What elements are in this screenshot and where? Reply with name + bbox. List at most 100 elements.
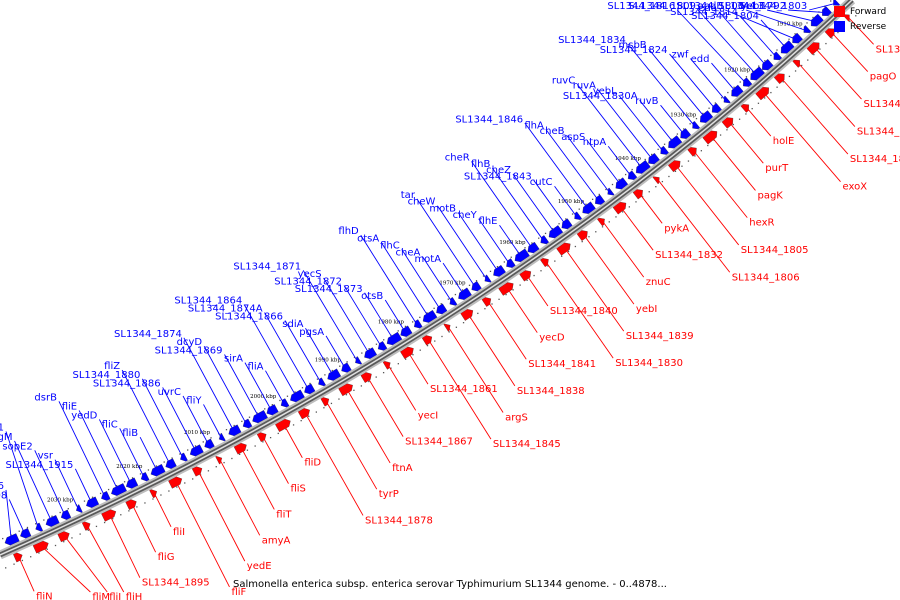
forward-gene-arrow: [556, 242, 571, 256]
genome-caption: Salmonella enterica subsp. enterica sero…: [233, 579, 667, 590]
guide-dot: [757, 102, 760, 104]
legend-forward-label: Forward: [850, 6, 887, 17]
guide-dot: [855, 15, 857, 17]
guide-dot: [635, 201, 637, 203]
guide-dot: [5, 567, 7, 569]
guide-dot: [54, 544, 57, 547]
gene-leader-line: [302, 270, 358, 362]
gene-label: holE: [773, 136, 795, 147]
guide-dot: [770, 54, 772, 57]
forward-gene-arrow: [382, 361, 391, 370]
gene-leader-line: [725, 9, 797, 40]
gene-label: dsrB: [34, 392, 57, 403]
guide-dot: [702, 112, 704, 115]
guide-dot: [301, 387, 304, 389]
gene-label: fliG: [158, 552, 175, 563]
guide-dot: [87, 529, 89, 531]
guide-dot: [412, 354, 414, 356]
guide-dot: [661, 180, 664, 183]
gene-label: flhD: [338, 226, 359, 237]
guide-dot: [160, 494, 162, 496]
reverse-gene-arrow: [692, 120, 701, 130]
reverse-gene-arrow: [484, 274, 492, 283]
gene-leader-line: [487, 300, 527, 360]
guide-dot: [99, 492, 102, 495]
gene-leader-line: [224, 354, 260, 418]
gene-label: SL1344_1805: [741, 245, 809, 256]
guide-dot: [264, 408, 266, 410]
guide-dot: [120, 514, 122, 516]
gene-label: ruvC: [552, 75, 575, 86]
gene-leader-line: [710, 135, 756, 191]
guide-dot: [71, 537, 73, 539]
gene-label: SL1344_1845: [493, 439, 561, 450]
gene-leader-line: [620, 206, 654, 251]
gene-label: fliH: [126, 592, 143, 600]
gene-label: cheR: [445, 153, 470, 164]
gene-leader-line: [533, 180, 567, 226]
legend-reverse: Reverse: [834, 21, 896, 32]
guide-dot: [776, 49, 778, 51]
gene-label: purT: [765, 163, 789, 174]
guide-dot: [38, 552, 40, 554]
guide-dot: [360, 385, 363, 387]
guide-dot: [426, 312, 428, 314]
guide-dot: [397, 363, 399, 365]
guide-dot: [269, 436, 272, 439]
guide-dot: [346, 361, 348, 363]
guide-dot: [745, 113, 747, 115]
gene-label: otsA: [357, 233, 379, 244]
gene-label: fliI: [173, 527, 185, 538]
gene-label: SL1344_1872: [274, 276, 342, 287]
guide-dot: [271, 404, 273, 406]
guide-dot: [574, 245, 577, 248]
guide-dot: [676, 133, 679, 135]
gene-leader-line: [766, 9, 816, 22]
reverse-gene-arrow: [607, 187, 615, 196]
gene-leader-line: [780, 77, 849, 155]
guide-dot: [239, 453, 241, 456]
guide-dot: [171, 457, 173, 459]
gene-label: yedE: [247, 561, 272, 572]
guide-dot: [644, 158, 646, 161]
reverse-gene-arrow: [228, 424, 242, 437]
gene-label: exoX: [843, 182, 868, 193]
gene-label: tar: [401, 190, 416, 201]
gene-leader-line: [601, 220, 645, 278]
gene-leader-line: [139, 436, 158, 472]
guide-dot: [565, 218, 567, 220]
guide-dot: [30, 556, 32, 558]
guide-dot: [131, 477, 134, 479]
guide-dot: [339, 365, 341, 367]
gene-leader-line: [788, 9, 826, 13]
gene-label: fliD: [304, 458, 321, 469]
guide-dot: [103, 521, 106, 524]
reverse-gene-arrow: [318, 377, 326, 387]
guide-dot: [581, 240, 583, 243]
gene-label: fliT: [276, 509, 292, 520]
guide-dot: [751, 107, 753, 110]
gene-label: yebL: [593, 86, 617, 97]
gene-leader-line: [366, 376, 404, 437]
guide-dot: [323, 407, 325, 409]
gene-label: vsr: [38, 451, 54, 462]
reverse-gene-arrow: [574, 211, 583, 220]
guide-dot: [79, 533, 81, 535]
guide-dot: [397, 330, 399, 332]
forward-gene-arrow: [792, 59, 800, 68]
guide-dot: [324, 374, 326, 376]
guide-dot: [505, 293, 507, 296]
guide-dot: [558, 223, 560, 225]
legend-reverse-label: Reverse: [850, 21, 887, 32]
forward-gene-arrow: [652, 176, 660, 185]
guide-dot: [18, 530, 20, 532]
gene-label: otsB: [361, 291, 383, 302]
gene-label: SL1344_1866: [215, 311, 283, 322]
guide-dot: [830, 0, 832, 2]
guide-dot: [262, 441, 264, 443]
guide-dot: [441, 335, 443, 338]
guide-dot: [764, 97, 766, 99]
backbone-highlight: [0, 0, 853, 556]
gene-leader-line: [847, 16, 874, 45]
